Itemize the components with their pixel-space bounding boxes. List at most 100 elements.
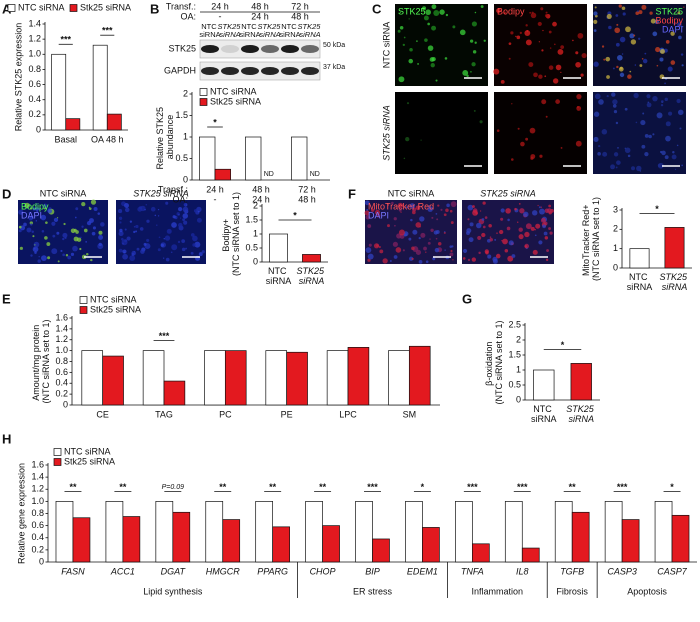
speck <box>656 64 659 67</box>
micrograph <box>395 92 488 174</box>
x-tick-label: FASN <box>61 566 85 576</box>
blot-strip <box>199 61 321 81</box>
speck <box>544 208 550 214</box>
speck <box>410 218 413 222</box>
speck <box>433 9 440 16</box>
speck <box>529 127 536 134</box>
text-line: NTC <box>533 404 554 414</box>
speck <box>367 253 374 260</box>
speck <box>530 226 535 231</box>
speck <box>679 127 682 130</box>
speck <box>392 241 398 247</box>
speck <box>545 258 549 262</box>
speck <box>143 242 147 246</box>
speck <box>676 144 679 147</box>
speck <box>397 29 401 33</box>
speck <box>624 107 628 111</box>
speck <box>408 237 412 241</box>
speck <box>548 227 552 230</box>
speck <box>156 224 158 226</box>
speck <box>65 254 69 257</box>
speck <box>479 120 483 124</box>
speck <box>47 208 52 214</box>
text-line: siRNA <box>199 30 220 39</box>
y-tick-label: 0.2 <box>55 389 68 399</box>
speck <box>365 247 372 253</box>
speck <box>659 150 663 154</box>
blot-band <box>281 45 299 53</box>
speck <box>371 208 375 212</box>
speck <box>124 228 127 231</box>
y-tick-label: 0.8 <box>55 356 68 366</box>
bar <box>455 501 473 563</box>
speck <box>411 210 416 215</box>
x-tick-label: CASP7 <box>657 566 688 576</box>
speck <box>190 251 194 255</box>
y-tick-label: 0.5 <box>508 379 521 389</box>
speck <box>660 103 664 107</box>
speck <box>34 244 36 246</box>
speck <box>445 208 449 213</box>
speck <box>673 22 676 25</box>
blot-condition: 48 h <box>291 11 309 21</box>
speck <box>19 246 23 250</box>
speck <box>57 260 60 263</box>
speck <box>118 248 123 253</box>
speck <box>480 5 484 9</box>
speck <box>633 34 636 37</box>
speck <box>606 13 612 19</box>
speck <box>619 36 626 43</box>
y-tick-label: 1.0 <box>31 496 44 506</box>
speck <box>35 220 38 222</box>
x-tick-label: ACC1 <box>110 566 135 576</box>
legend-swatch <box>53 458 62 466</box>
speck <box>593 61 599 67</box>
lane-label: STK25 siRNA <box>217 22 242 39</box>
speck <box>541 49 544 52</box>
bar <box>291 136 308 181</box>
speck <box>615 166 618 169</box>
x-tick-label: PC <box>219 409 232 419</box>
speck <box>667 66 673 72</box>
speck <box>572 39 574 42</box>
speck <box>157 209 160 211</box>
speck <box>496 8 501 14</box>
speck <box>452 259 454 261</box>
speck <box>452 25 456 29</box>
speck <box>670 31 675 36</box>
speck <box>378 245 381 249</box>
speck <box>471 62 476 67</box>
speck <box>496 129 500 132</box>
speck <box>422 6 427 11</box>
x-tick-label: BIP <box>365 566 380 576</box>
blot-strip <box>199 39 321 59</box>
speck <box>652 133 655 136</box>
speck <box>28 216 33 221</box>
x-tick-label: IL8 <box>516 566 529 576</box>
text-line: Bodipy+ <box>221 216 231 251</box>
speck <box>523 211 529 218</box>
speck <box>135 224 139 229</box>
speck <box>72 245 78 252</box>
speck <box>517 127 520 130</box>
bar <box>265 350 288 406</box>
bar <box>604 501 623 563</box>
speck <box>146 219 150 223</box>
text-line: siRNA <box>239 30 260 39</box>
speck <box>670 60 676 65</box>
speck <box>544 236 549 240</box>
text-line: (NTC siRNA set to 1) <box>41 319 51 403</box>
speck <box>118 209 123 214</box>
blot-band <box>221 45 239 53</box>
speck <box>624 147 631 154</box>
channel-label: DAPI <box>662 24 683 34</box>
speck <box>594 6 597 9</box>
speck <box>525 24 528 27</box>
marker-label: 50 kDa <box>323 42 345 49</box>
text-line: STK25 <box>659 272 689 282</box>
speck <box>665 40 670 44</box>
panel-letter: B <box>150 1 159 16</box>
speck <box>393 217 397 221</box>
value-label: ND <box>264 171 274 178</box>
